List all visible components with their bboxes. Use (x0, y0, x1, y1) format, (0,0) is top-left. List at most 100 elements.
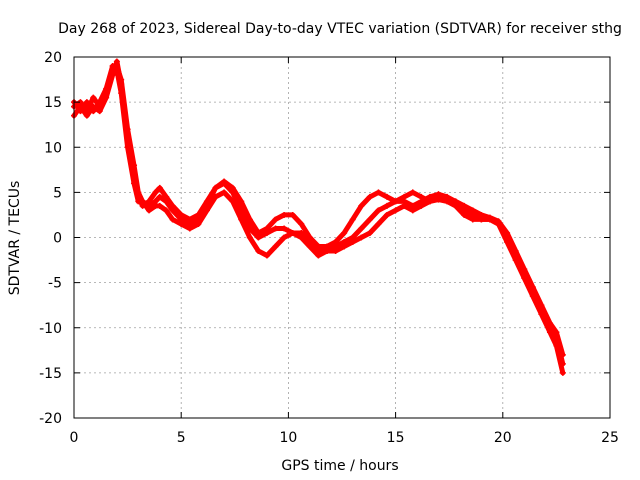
data-point (238, 216, 245, 223)
data-point (195, 211, 202, 218)
data-point (281, 211, 288, 218)
data-point (163, 193, 170, 200)
data-point (113, 67, 120, 74)
x-tick-label: 10 (279, 430, 297, 446)
data-point (384, 211, 391, 218)
data-point (83, 99, 90, 106)
data-point (255, 229, 262, 236)
data-point (77, 108, 84, 115)
y-tick-label: 10 (44, 140, 62, 156)
data-point (315, 243, 322, 250)
data-point (272, 225, 279, 232)
data-point (263, 225, 270, 232)
data-point (146, 198, 153, 205)
data-point (409, 189, 416, 196)
x-tick-label: 0 (70, 430, 79, 446)
data-point (195, 220, 202, 227)
data-point (469, 216, 476, 223)
data-point (358, 202, 365, 209)
data-point (469, 207, 476, 214)
data-point (246, 234, 253, 241)
data-point (90, 94, 97, 101)
data-point (152, 189, 159, 196)
data-point (229, 184, 236, 191)
data-point (366, 193, 373, 200)
y-tick-label: -5 (48, 276, 62, 292)
data-point (246, 216, 253, 223)
x-axis-title: GPS time / hours (281, 458, 398, 474)
y-tick-label: 5 (53, 185, 62, 201)
data-point (103, 85, 110, 92)
data-point (169, 202, 176, 209)
data-point (212, 184, 219, 191)
series-line (71, 63, 566, 376)
y-axis-title: SDTVAR / TECUs (7, 181, 23, 296)
data-point (272, 216, 279, 223)
data-point (315, 252, 322, 259)
data-point (341, 243, 348, 250)
data-point (546, 329, 553, 336)
data-point (452, 202, 459, 209)
data-point (272, 243, 279, 250)
x-tick-label: 5 (177, 430, 186, 446)
data-point (289, 229, 296, 236)
data-point (146, 207, 153, 214)
data-point (553, 329, 560, 336)
data-point (83, 112, 90, 119)
data-point (96, 108, 103, 115)
chart-title: Day 268 of 2023, Sidereal Day-to-day VTE… (58, 21, 622, 37)
y-tick-label: -10 (39, 321, 62, 337)
data-point (212, 193, 219, 200)
data-point (263, 252, 270, 259)
data-point (281, 225, 288, 232)
data-point (384, 193, 391, 200)
data-point (418, 202, 425, 209)
data-point (169, 216, 176, 223)
data-point (553, 342, 560, 349)
data-point (384, 202, 391, 209)
y-tick-label: 15 (44, 95, 62, 111)
data-point (203, 207, 210, 214)
data-point (375, 220, 382, 227)
data-point (289, 211, 296, 218)
data-point (435, 196, 442, 203)
x-tick-label: 15 (387, 430, 405, 446)
x-tick-label: 20 (494, 430, 512, 446)
data-point (203, 198, 210, 205)
y-tick-label: 0 (53, 231, 62, 247)
data-point (221, 189, 228, 196)
data-point (512, 257, 519, 264)
x-tick-label: 25 (601, 430, 619, 446)
data-point (401, 193, 408, 200)
data-point (461, 202, 468, 209)
data-point (366, 229, 373, 236)
data-point (306, 243, 313, 250)
data-point (349, 239, 356, 246)
data-point (281, 234, 288, 241)
data-point (124, 144, 131, 151)
data-point (349, 216, 356, 223)
data-point (156, 193, 163, 200)
data-point (163, 207, 170, 214)
y-tick-label: 20 (44, 50, 62, 66)
y-tick-label: -20 (39, 411, 62, 427)
series-layer (71, 58, 566, 376)
data-point (409, 207, 416, 214)
data-point (139, 198, 146, 205)
data-point (113, 58, 120, 65)
x-tick-labels: 0 5 10 15 20 25 (70, 430, 619, 446)
data-point (131, 180, 138, 187)
data-point (156, 202, 163, 209)
data-point (178, 220, 185, 227)
data-point (358, 225, 365, 232)
grid-lines (74, 57, 610, 418)
data-point (538, 311, 545, 318)
data-point (392, 198, 399, 205)
data-point (332, 248, 339, 255)
data-point (323, 248, 330, 255)
data-point (461, 211, 468, 218)
y-tick-labels: -20 -15 -10 -5 0 5 10 15 20 (39, 50, 62, 427)
data-point (156, 184, 163, 191)
data-point (298, 234, 305, 241)
